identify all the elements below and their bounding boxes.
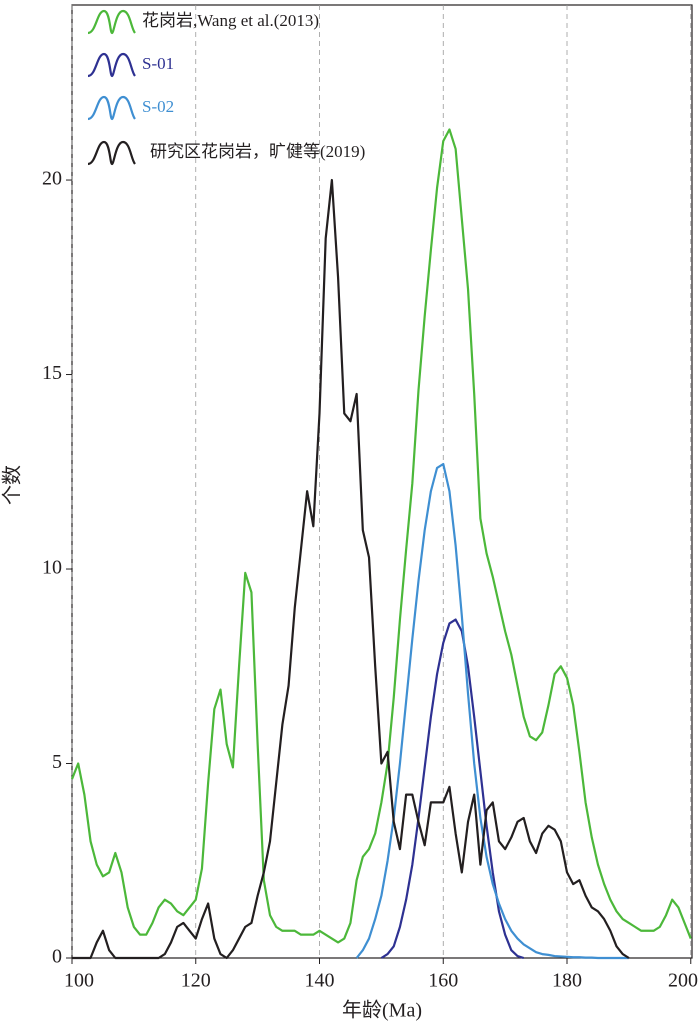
x-tick-label: 120 (181, 970, 211, 992)
x-tick-label: 180 (552, 970, 582, 992)
legend-label: 花岗岩,Wang et al.(2013) (142, 11, 319, 30)
legend-label: S-02 (142, 97, 174, 116)
series-line (355, 462, 629, 960)
series-line (380, 618, 525, 960)
legend-label: S-01 (142, 54, 174, 73)
x-tick-label: 160 (428, 970, 458, 992)
y-axis-label: 个数 (1, 465, 24, 505)
legend-icon (87, 140, 136, 166)
y-tick-label: 0 (52, 946, 62, 968)
y-tick-label: 20 (42, 168, 62, 190)
y-tick-label: 5 (52, 751, 62, 773)
x-axis-label: 年龄(Ma) (342, 999, 422, 1022)
y-tick-label: 10 (42, 557, 62, 579)
x-tick-label: 140 (305, 970, 335, 992)
x-tick-label: 200 (668, 970, 698, 992)
legend-icon (87, 52, 136, 78)
legend-icon (87, 95, 136, 121)
legend-label: 研究区花岗岩，旷健等(2019) (150, 142, 365, 161)
y-tick-label: 15 (42, 362, 62, 384)
legend-icon (87, 9, 136, 35)
x-tick-label: 100 (64, 970, 94, 992)
series-line (70, 128, 692, 944)
series-line (72, 178, 630, 960)
